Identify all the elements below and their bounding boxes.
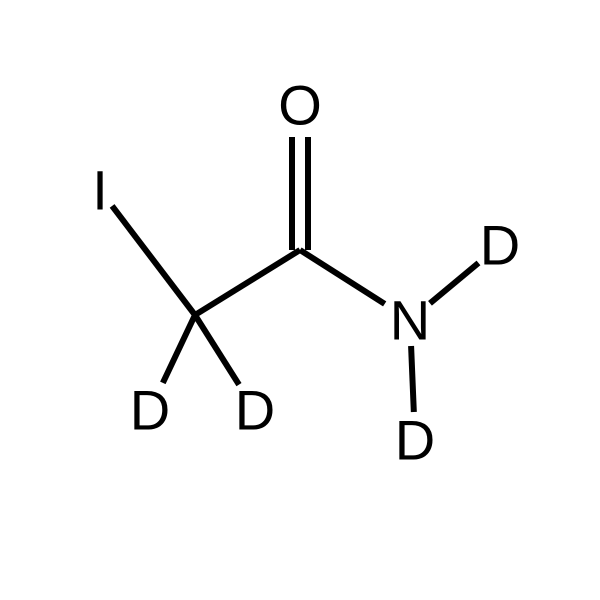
bond-single (195, 315, 239, 385)
atom-label-d3: D (480, 214, 520, 277)
atom-label-n: N (390, 289, 430, 352)
atom-label-o: O (278, 74, 322, 137)
bond-single (300, 250, 385, 304)
atom-label-d2: D (235, 379, 275, 442)
bond-single (163, 315, 195, 383)
chemical-structure-canvas: OINDDDD (0, 0, 600, 600)
bond-single (411, 346, 414, 412)
atom-label-d4: D (395, 409, 435, 472)
atom-label-d1: D (130, 379, 170, 442)
atom-label-i: I (92, 159, 108, 222)
bond-single (430, 263, 479, 303)
bond-single (195, 250, 300, 315)
bond-single (112, 206, 195, 315)
